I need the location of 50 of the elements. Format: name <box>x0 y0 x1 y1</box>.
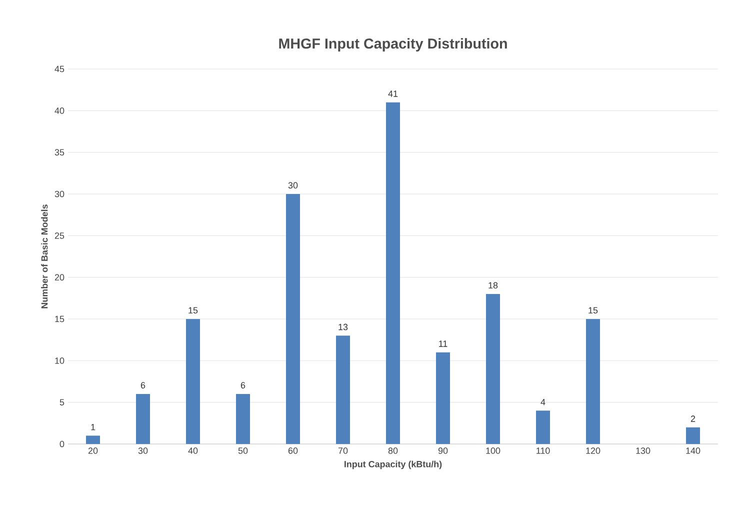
data-label: 15 <box>188 307 198 314</box>
bar <box>286 194 300 444</box>
x-tick-label: 30 <box>138 448 148 454</box>
y-tick-label: 0 <box>60 440 64 448</box>
data-label: 30 <box>288 182 298 188</box>
bar <box>136 394 150 444</box>
x-axis-title: Input Capacity (kBtu/h) <box>344 460 442 470</box>
data-label: 6 <box>240 382 246 388</box>
chart-title: MHGF Input Capacity Distribution <box>279 38 507 52</box>
y-tick-label: 10 <box>55 357 64 364</box>
data-label: 4 <box>540 398 546 406</box>
x-tick-label: 90 <box>438 448 448 454</box>
bar <box>486 294 500 444</box>
x-tick-label: 100 <box>486 448 500 454</box>
bar <box>686 427 700 444</box>
bar <box>336 336 350 444</box>
y-tick-label: 30 <box>54 190 64 198</box>
y-axis-title: Number of Basic Models <box>41 204 48 308</box>
bar <box>536 410 550 444</box>
y-tick-label: 45 <box>54 66 64 72</box>
x-tick-label: 40 <box>188 448 198 454</box>
bar <box>86 436 100 444</box>
x-tick-label: 140 <box>686 448 700 454</box>
y-tick-label: 15 <box>55 316 64 322</box>
data-label: 13 <box>338 324 348 330</box>
y-tick-label: 40 <box>54 107 64 114</box>
x-tick-label: 120 <box>586 448 600 454</box>
data-label: 18 <box>488 282 498 288</box>
x-tick-label: 50 <box>238 448 248 454</box>
y-tick-label: 5 <box>60 399 64 406</box>
x-tick-label: 80 <box>388 448 398 454</box>
x-tick-label: 110 <box>536 448 550 454</box>
data-label: 15 <box>588 307 598 314</box>
x-tick-label: 20 <box>88 448 98 454</box>
bar <box>186 318 200 444</box>
x-tick-label: 70 <box>338 448 348 454</box>
bar <box>586 318 600 444</box>
data-label: 6 <box>140 382 146 388</box>
data-label: 11 <box>439 340 448 347</box>
data-label: 1 <box>91 424 96 430</box>
x-tick-label: 130 <box>636 448 650 454</box>
y-tick-label: 20 <box>54 274 64 281</box>
bar <box>436 352 450 444</box>
data-label: 2 <box>690 416 696 422</box>
bar <box>236 394 250 444</box>
x-tick-label: 60 <box>288 448 298 454</box>
data-label: 41 <box>388 90 398 97</box>
y-tick-label: 25 <box>54 232 64 239</box>
y-tick-label: 35 <box>54 149 64 156</box>
bar <box>386 102 400 444</box>
